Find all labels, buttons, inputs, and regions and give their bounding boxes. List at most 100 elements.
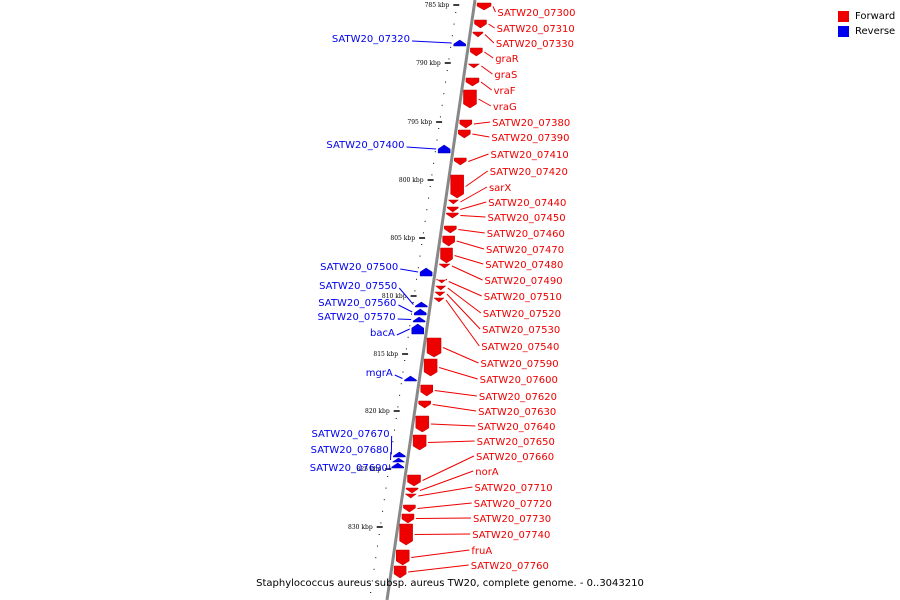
gene-SATW20_07720[interactable]: SATW20_07720	[403, 499, 552, 513]
forward-gene-arrow[interactable]	[395, 549, 410, 566]
gene-SATW20_07330[interactable]: SATW20_07330	[472, 31, 574, 50]
gene-SATW20_07450[interactable]: SATW20_07450	[446, 212, 566, 224]
forward-gene-arrow[interactable]	[412, 434, 427, 451]
gene-bacA[interactable]: bacA	[370, 323, 424, 339]
reverse-gene-arrow[interactable]	[411, 323, 424, 335]
gene-SATW20_07680[interactable]: SATW20_07680	[311, 445, 406, 463]
forward-gene-label[interactable]: SATW20_07650	[477, 437, 555, 448]
forward-gene-label[interactable]: SATW20_07530	[482, 325, 560, 336]
forward-gene-label[interactable]: SATW20_07620	[479, 392, 557, 403]
reverse-gene-label[interactable]: SATW20_07570	[318, 312, 396, 323]
forward-gene-label[interactable]: SATW20_07420	[490, 167, 568, 178]
forward-gene-arrow[interactable]	[454, 157, 467, 166]
gene-norA[interactable]: norA	[405, 467, 499, 494]
forward-gene-label[interactable]: SATW20_07710	[474, 483, 552, 494]
reverse-gene-arrow[interactable]	[393, 451, 406, 458]
forward-gene-label[interactable]: SATW20_07480	[485, 260, 563, 271]
reverse-gene-arrow[interactable]	[412, 316, 426, 323]
forward-gene-arrow[interactable]	[423, 358, 438, 377]
forward-gene-label[interactable]: SATW20_07740	[472, 530, 550, 541]
gene-SATW20_07310[interactable]: SATW20_07310	[474, 19, 575, 35]
forward-gene-label[interactable]: SATW20_07490	[484, 276, 562, 287]
forward-gene-label[interactable]: SATW20_07590	[480, 359, 558, 370]
forward-gene-arrow[interactable]	[404, 493, 418, 499]
gene-fruA[interactable]: fruA	[395, 546, 492, 566]
gene-SATW20_07470[interactable]: SATW20_07470	[442, 235, 564, 256]
forward-gene-arrow[interactable]	[447, 199, 460, 205]
gene-SATW20_07710[interactable]: SATW20_07710	[404, 483, 553, 499]
reverse-gene-label[interactable]: SATW20_07500	[320, 262, 398, 273]
forward-gene-arrow[interactable]	[434, 291, 446, 297]
gene-SATW20_07630[interactable]: SATW20_07630	[418, 400, 557, 418]
forward-gene-arrow[interactable]	[426, 337, 442, 358]
forward-gene-label[interactable]: SATW20_07440	[488, 198, 566, 209]
gene-SATW20_07320[interactable]: SATW20_07320	[332, 34, 466, 47]
reverse-gene-label[interactable]: SATW20_07680	[311, 445, 389, 456]
gene-SATW20_07390[interactable]: SATW20_07390	[458, 129, 570, 144]
forward-gene-label[interactable]: SATW20_07460	[487, 229, 565, 240]
reverse-gene-arrow[interactable]	[391, 457, 406, 463]
forward-gene-arrow[interactable]	[433, 297, 445, 303]
forward-gene-label[interactable]: SATW20_07540	[481, 342, 559, 353]
forward-gene-label[interactable]: SATW20_07410	[491, 150, 569, 161]
forward-gene-arrow[interactable]	[438, 263, 451, 269]
reverse-gene-arrow[interactable]	[404, 375, 417, 382]
forward-gene-label[interactable]: vraF	[494, 86, 516, 97]
gene-SATW20_07640[interactable]: SATW20_07640	[415, 415, 556, 433]
forward-gene-arrow[interactable]	[418, 400, 431, 409]
gene-SATW20_07530[interactable]: SATW20_07530	[434, 291, 560, 336]
forward-gene-label[interactable]: SATW20_07310	[497, 24, 575, 35]
reverse-gene-label[interactable]: SATW20_07690	[310, 463, 388, 474]
forward-gene-arrow[interactable]	[459, 119, 473, 129]
forward-gene-label[interactable]: SATW20_07470	[486, 245, 564, 256]
forward-gene-arrow[interactable]	[458, 129, 471, 139]
forward-gene-arrow[interactable]	[474, 19, 487, 29]
gene-SATW20_07510[interactable]: SATW20_07510	[436, 278, 562, 303]
forward-gene-arrow[interactable]	[435, 285, 447, 291]
forward-gene-arrow[interactable]	[403, 504, 416, 513]
gene-SATW20_07760[interactable]: SATW20_07760	[393, 561, 549, 579]
forward-gene-arrow[interactable]	[399, 523, 413, 546]
gene-SATW20_07460[interactable]: SATW20_07460	[444, 225, 565, 240]
forward-gene-label[interactable]: SATW20_07390	[491, 133, 569, 144]
gene-SATW20_07490[interactable]: SATW20_07490	[438, 263, 563, 287]
forward-gene-arrow[interactable]	[442, 235, 455, 247]
reverse-gene-label[interactable]: bacA	[370, 328, 395, 339]
gene-SATW20_07550[interactable]: SATW20_07550	[319, 281, 428, 308]
gene-SATW20_07480[interactable]: SATW20_07480	[440, 247, 564, 271]
forward-gene-arrow[interactable]	[444, 225, 457, 234]
gene-SATW20_07590[interactable]: SATW20_07590	[426, 337, 559, 370]
forward-gene-arrow[interactable]	[393, 565, 407, 579]
reverse-gene-label[interactable]: SATW20_07560	[318, 298, 396, 309]
forward-gene-label[interactable]: SATW20_07630	[478, 407, 556, 418]
forward-gene-arrow[interactable]	[436, 278, 447, 284]
gene-SATW20_07560[interactable]: SATW20_07560	[318, 298, 427, 316]
reverse-gene-label[interactable]: SATW20_07400	[326, 140, 404, 151]
reverse-gene-arrow[interactable]	[413, 308, 427, 316]
reverse-gene-label[interactable]: SATW20_07550	[319, 281, 397, 292]
forward-gene-label[interactable]: fruA	[471, 546, 492, 557]
forward-gene-arrow[interactable]	[467, 63, 481, 69]
forward-gene-label[interactable]: SATW20_07520	[483, 309, 561, 320]
forward-gene-label[interactable]: norA	[475, 467, 499, 478]
forward-gene-label[interactable]: graR	[495, 54, 519, 65]
gene-SATW20_07740[interactable]: SATW20_07740	[399, 523, 551, 546]
gene-SATW20_07440[interactable]: SATW20_07440	[447, 198, 566, 213]
forward-gene-label[interactable]: graS	[494, 70, 517, 81]
gene-SATW20_07600[interactable]: SATW20_07600	[423, 358, 558, 386]
forward-gene-label[interactable]: SATW20_07660	[476, 452, 554, 463]
reverse-gene-arrow[interactable]	[419, 267, 433, 277]
gene-SATW20_07670[interactable]: SATW20_07670	[311, 429, 406, 458]
forward-gene-label[interactable]: SATW20_07720	[474, 499, 552, 510]
reverse-gene-label[interactable]: mgrA	[366, 368, 393, 379]
gene-sarX[interactable]: sarX	[447, 183, 511, 205]
reverse-gene-arrow[interactable]	[391, 462, 404, 469]
forward-gene-label[interactable]: SATW20_07450	[488, 213, 566, 224]
forward-gene-arrow[interactable]	[446, 212, 459, 219]
reverse-gene-label[interactable]: SATW20_07670	[311, 429, 389, 440]
gene-SATW20_07410[interactable]: SATW20_07410	[454, 150, 569, 166]
forward-gene-arrow[interactable]	[407, 474, 421, 487]
reverse-gene-label[interactable]: SATW20_07320	[332, 34, 410, 45]
forward-gene-arrow[interactable]	[470, 47, 483, 57]
forward-gene-arrow[interactable]	[401, 513, 415, 524]
